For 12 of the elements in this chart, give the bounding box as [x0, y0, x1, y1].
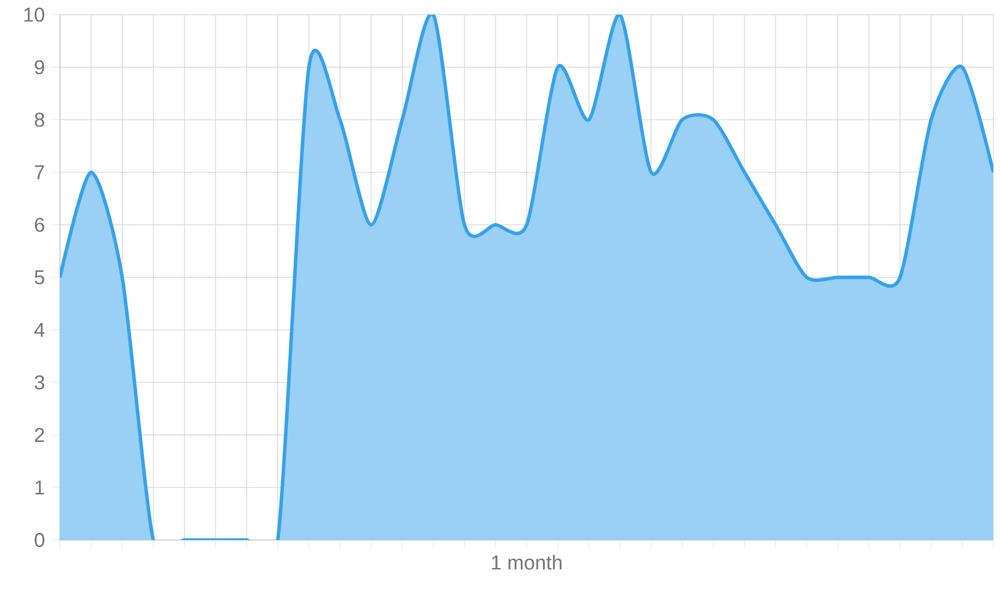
y-tick-label: 3 — [34, 375, 44, 390]
y-tick-label: 6 — [34, 218, 44, 232]
y-tick-label: 2 — [34, 428, 44, 442]
y-tick-label: 7 — [34, 165, 44, 180]
y-tick-label: 5 — [34, 270, 44, 284]
y-tick-label: 4 — [34, 322, 44, 337]
y-tick-label: 10 — [24, 8, 44, 22]
y-tick-label: 1 — [35, 480, 44, 494]
y-tick-label: 9 — [34, 60, 44, 74]
y-tick-label: 8 — [34, 112, 44, 127]
y-tick-label: 0 — [34, 532, 44, 548]
x-tick-label: 1 month — [492, 554, 562, 570]
